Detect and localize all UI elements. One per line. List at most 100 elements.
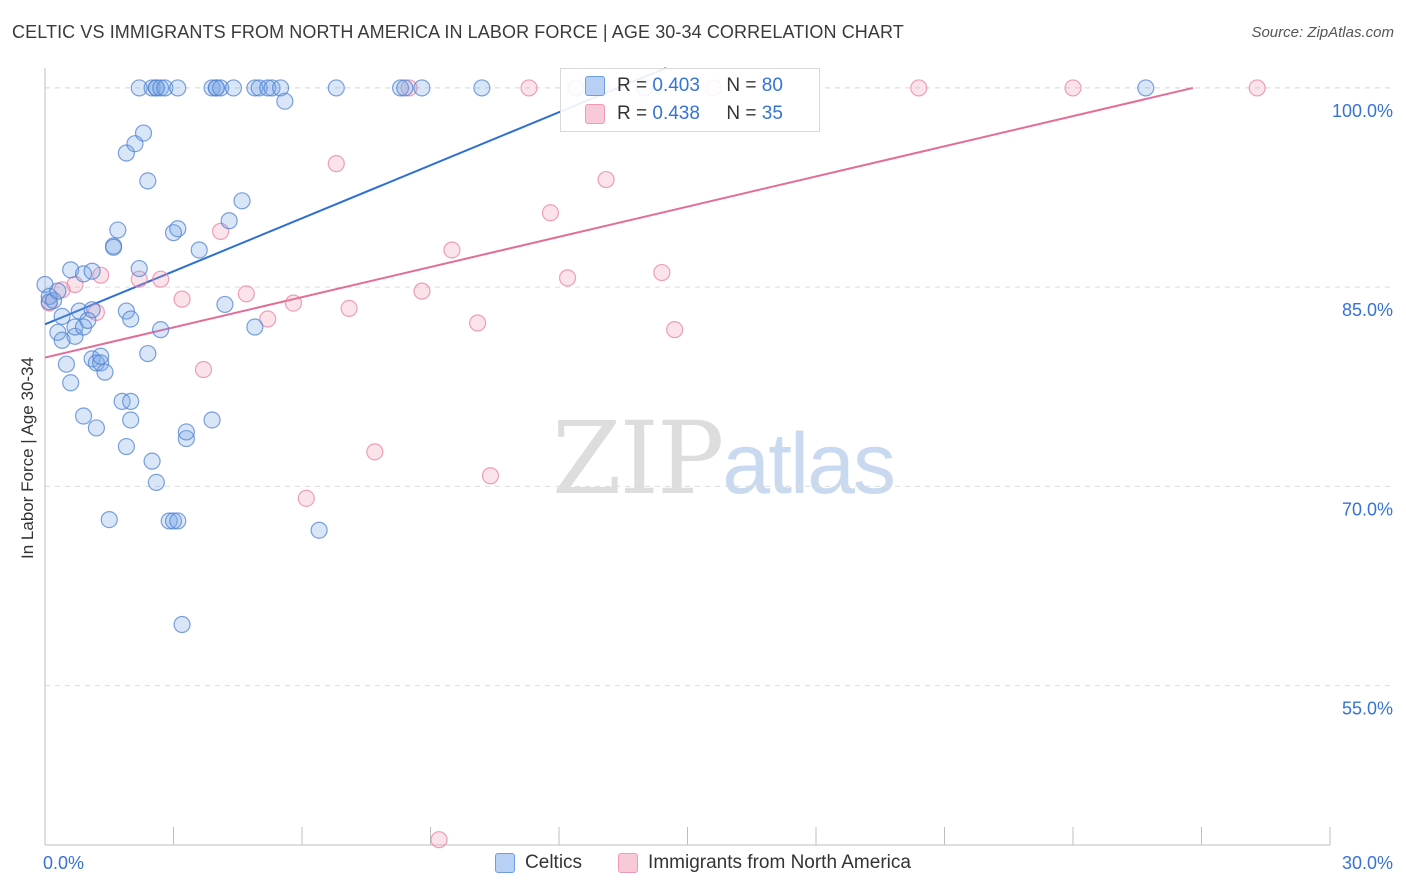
celtics-point bbox=[413, 79, 431, 97]
x-tick-label: 0.0% bbox=[43, 853, 84, 873]
celtics-point bbox=[49, 323, 67, 341]
immigrants-point bbox=[413, 282, 431, 300]
celtics-point bbox=[156, 79, 174, 97]
celtics-swatch bbox=[585, 76, 605, 96]
celtics-point bbox=[212, 79, 230, 97]
legend-row-celtics: R = 0.403 N = 80 bbox=[585, 75, 783, 97]
celtics-point bbox=[83, 301, 101, 319]
immigrants-n-label: N = bbox=[726, 103, 757, 124]
celtics-point bbox=[1137, 79, 1155, 97]
celtics-point bbox=[130, 79, 148, 97]
immigrants-points bbox=[40, 79, 1266, 849]
celtics-point bbox=[92, 354, 110, 372]
immigrants-point bbox=[366, 443, 384, 461]
celtics-point bbox=[271, 79, 290, 97]
celtics-point bbox=[276, 92, 294, 110]
celtics-point bbox=[83, 262, 101, 280]
celtics-point bbox=[57, 355, 76, 373]
immigrants-point bbox=[259, 310, 277, 328]
celtics-point bbox=[49, 282, 67, 300]
celtics-point bbox=[96, 363, 114, 381]
celtics-point bbox=[117, 144, 135, 162]
axes bbox=[44, 68, 1331, 846]
celtics-point bbox=[327, 79, 345, 97]
immigrants-point bbox=[92, 266, 110, 284]
celtics-point bbox=[70, 302, 88, 320]
source-credit: Source: ZipAtlas.com bbox=[1251, 24, 1394, 41]
celtics-point bbox=[207, 79, 225, 97]
immigrants-point bbox=[173, 290, 191, 308]
celtics-point bbox=[92, 347, 110, 365]
celtics-point bbox=[117, 302, 135, 320]
immigrants-point bbox=[481, 467, 500, 485]
celtics-point bbox=[104, 238, 123, 256]
legend-item-immigrants: Immigrants from North America bbox=[618, 852, 911, 874]
celtics-point bbox=[122, 310, 140, 328]
immigrants-swatch bbox=[585, 104, 605, 124]
celtics-point bbox=[224, 79, 243, 97]
celtics-point bbox=[134, 124, 153, 142]
y-tick-label: 70.0% bbox=[1342, 499, 1393, 519]
celtics-point bbox=[152, 321, 170, 339]
legend-celtics-label: Celtics bbox=[525, 852, 583, 873]
immigrants-point bbox=[666, 321, 684, 339]
celtics-n-value: 80 bbox=[761, 75, 783, 96]
immigrants-point bbox=[541, 204, 560, 222]
celtics-point bbox=[109, 221, 127, 239]
celtics-point bbox=[117, 437, 135, 456]
celtics-point bbox=[143, 452, 161, 470]
immigrants-point bbox=[284, 294, 303, 312]
immigrants-point bbox=[597, 170, 615, 189]
celtics-point bbox=[173, 615, 191, 634]
celtics-point bbox=[130, 259, 148, 278]
celtics-point bbox=[177, 429, 195, 448]
celtics-r-label: R = bbox=[617, 75, 648, 96]
celtics-point bbox=[139, 344, 157, 363]
legend-item-celtics: Celtics bbox=[495, 852, 582, 874]
celtics-r-value: 0.403 bbox=[652, 75, 700, 96]
immigrants-point bbox=[327, 155, 345, 173]
immigrants-point bbox=[653, 263, 671, 282]
immigrants-point bbox=[443, 241, 461, 259]
immigrants-trend-line bbox=[44, 86, 1194, 359]
celtics-point bbox=[220, 212, 238, 230]
celtics-point bbox=[169, 220, 187, 238]
legend-row-immigrants: R = 0.438 N = 35 bbox=[585, 103, 783, 125]
gridlines bbox=[45, 87, 1392, 687]
celtics-point bbox=[147, 473, 165, 491]
immigrants-point bbox=[194, 360, 213, 379]
celtics-point bbox=[169, 512, 187, 530]
celtics-point bbox=[164, 512, 183, 530]
immigrants-point bbox=[520, 79, 538, 97]
immigrants-point bbox=[297, 489, 315, 507]
celtics-point bbox=[233, 192, 251, 210]
correlation-legend: R = 0.403 N = 80 R = 0.438 N = 35 bbox=[560, 68, 820, 132]
immigrants-point bbox=[237, 285, 255, 303]
legend-celtics-swatch bbox=[495, 853, 516, 873]
celtics-point bbox=[79, 311, 97, 329]
celtics-point bbox=[203, 411, 221, 429]
celtics-point bbox=[100, 510, 118, 529]
celtics-point bbox=[246, 79, 264, 97]
celtics-point bbox=[53, 307, 71, 325]
celtics-point bbox=[44, 291, 63, 310]
immigrants-point bbox=[430, 831, 448, 849]
y-tick-label: 85.0% bbox=[1342, 300, 1393, 320]
immigrants-trend-group bbox=[44, 86, 1194, 359]
celtics-point bbox=[216, 295, 234, 314]
legend-immigrants-swatch bbox=[618, 853, 639, 873]
x-tick-label: 30.0% bbox=[1342, 853, 1393, 873]
immigrants-point bbox=[152, 270, 170, 288]
celtics-point bbox=[62, 261, 80, 279]
celtics-point bbox=[74, 407, 93, 425]
celtics-point bbox=[177, 423, 195, 441]
celtics-point bbox=[122, 392, 140, 410]
celtics-point bbox=[259, 79, 277, 97]
celtics-point bbox=[87, 419, 106, 437]
y-tick-label: 100.0% bbox=[1332, 101, 1393, 121]
immigrants-point bbox=[910, 79, 928, 97]
celtics-point bbox=[66, 327, 84, 345]
immigrants-r-value: 0.438 bbox=[652, 103, 700, 124]
legend-immigrants-label: Immigrants from North America bbox=[648, 852, 911, 873]
